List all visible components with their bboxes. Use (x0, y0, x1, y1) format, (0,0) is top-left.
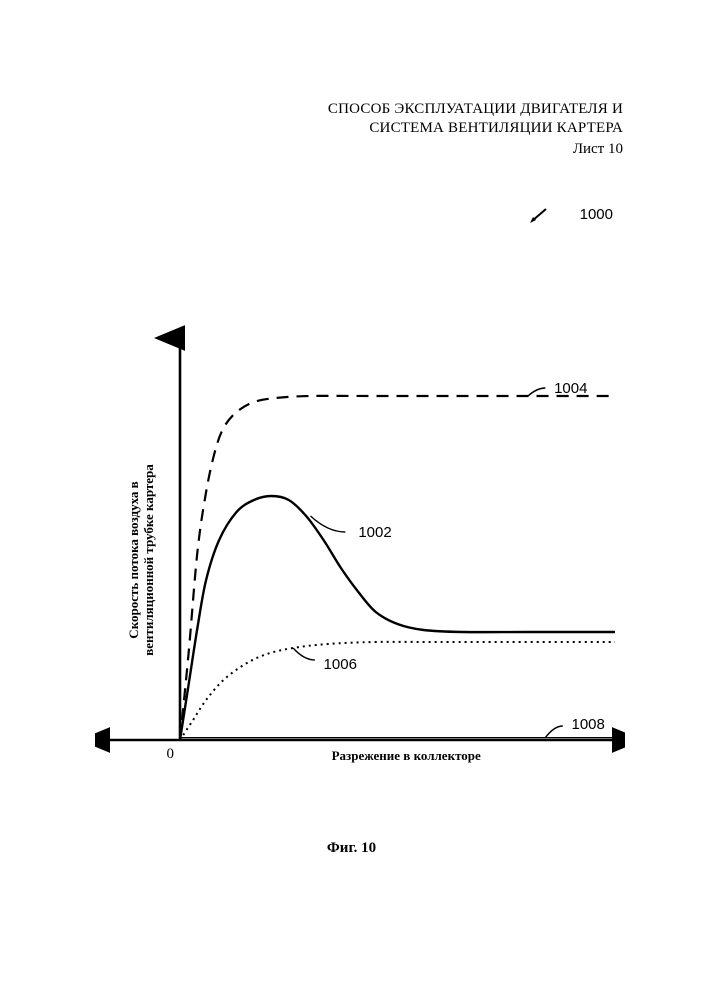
callout-leader-1008 (545, 726, 562, 738)
figure-label: Фиг. 10 (0, 840, 703, 857)
sheet-number: Лист 10 (328, 140, 623, 159)
y-axis-label: Скорость потока воздуха ввентиляционной … (126, 464, 156, 656)
title-line-2: СИСТЕМА ВЕНТИЛЯЦИИ КАРТЕРА (328, 119, 623, 138)
callout-label-1008: 1008 (572, 716, 605, 733)
callout-label-1006: 1006 (324, 656, 357, 673)
page: СПОСОБ ЭКСПЛУАТАЦИИ ДВИГАТЕЛЯ И СИСТЕМА … (0, 0, 703, 999)
chart: 0 Разрежение в коллекторе Скорость потока … (95, 320, 625, 790)
callout-label-1002: 1002 (358, 524, 391, 541)
figure-reference-label: 1000 (580, 206, 613, 223)
x-axis-label: Разрежение в коллекторе (332, 748, 481, 763)
callout-leader-1006 (293, 648, 315, 660)
page-header: СПОСОБ ЭКСПЛУАТАЦИИ ДВИГАТЕЛЯ И СИСТЕМА … (328, 100, 623, 158)
title-line-1: СПОСОБ ЭКСПЛУАТАЦИИ ДВИГАТЕЛЯ И (328, 100, 623, 119)
leader-arrow-icon (530, 205, 580, 225)
svg-text:вентиляционной трубке картера: вентиляционной трубке картера (141, 464, 156, 656)
chart-svg: 0 Разрежение в коллекторе Скорость потока … (95, 320, 625, 790)
series-1002 (180, 496, 615, 740)
svg-text:Скорость потока воздуха в: Скорость потока воздуха в (126, 481, 141, 638)
series-1004 (180, 396, 615, 740)
origin-label: 0 (167, 746, 175, 762)
callout-leader-1004 (528, 388, 545, 396)
figure-reference-1000: 1000 (530, 205, 613, 225)
callout-label-1004: 1004 (554, 380, 587, 397)
series-1006 (180, 642, 615, 740)
